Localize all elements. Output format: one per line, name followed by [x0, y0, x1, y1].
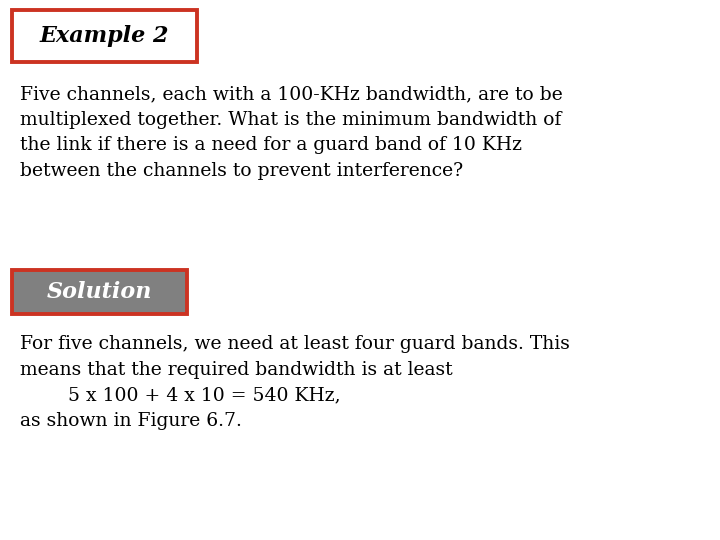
FancyBboxPatch shape: [12, 10, 197, 62]
Text: Solution: Solution: [47, 281, 152, 303]
Text: For five channels, we need at least four guard bands. This
means that the requir: For five channels, we need at least four…: [20, 335, 570, 430]
Text: Five channels, each with a 100-KHz bandwidth, are to be
multiplexed together. Wh: Five channels, each with a 100-KHz bandw…: [20, 85, 563, 180]
FancyBboxPatch shape: [12, 270, 187, 314]
Text: Example 2: Example 2: [40, 25, 169, 47]
